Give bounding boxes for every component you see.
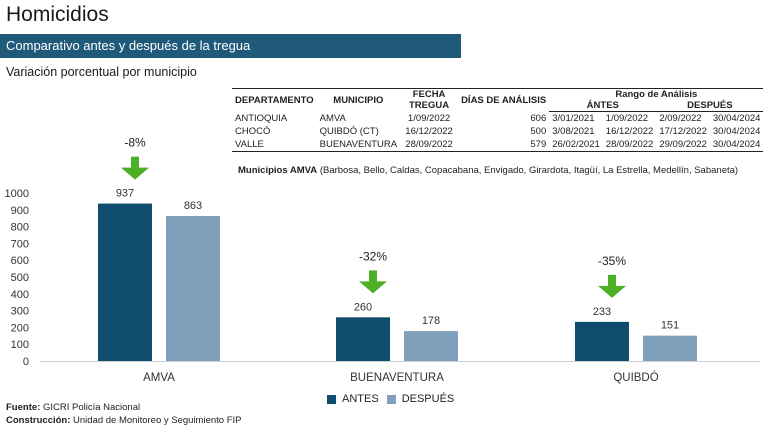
percent-change-label: -35% bbox=[598, 254, 626, 268]
amva-note: Municipios AMVA (Barbosa, Bello, Caldas,… bbox=[238, 165, 738, 176]
legend-swatch-antes bbox=[327, 394, 336, 404]
data-label: 937 bbox=[116, 188, 134, 200]
data-label: 151 bbox=[661, 320, 679, 332]
x-tick-label: QUIBDÓ bbox=[613, 371, 658, 384]
cell-municipio: BUENAVENTURA bbox=[316, 138, 401, 152]
y-tick-label: 0 bbox=[23, 356, 29, 368]
y-tick-label: 100 bbox=[11, 339, 29, 351]
cell-dias: 579 bbox=[458, 138, 550, 152]
cell-antes-fin: 16/12/2022 bbox=[605, 126, 654, 137]
bar-antes bbox=[336, 317, 390, 361]
cell-departamento: ANTIOQUIA bbox=[235, 112, 288, 124]
amva-note-label: Municipios AMVA bbox=[238, 165, 318, 176]
table-row: VALLE BUENAVENTURA 28/09/2022 579 26/02/… bbox=[232, 138, 764, 152]
cell-municipio: QUIBDÓ (CT) bbox=[319, 126, 379, 137]
footer-construction-label: Construcción: bbox=[6, 415, 71, 426]
cell-departamento: VALLE bbox=[232, 138, 317, 152]
header-antes: ÁNTES bbox=[549, 100, 657, 112]
footer-construction: Construcción: Unidad de Monitoreo y Segu… bbox=[6, 415, 242, 426]
bar-antes bbox=[98, 203, 152, 361]
header-rango: Rango de Análisis bbox=[549, 88, 764, 100]
section-banner: Comparativo antes y después de la tregua bbox=[0, 34, 461, 58]
header-dias: DÍAS DE ANÁLISIS bbox=[458, 88, 550, 112]
data-label: 863 bbox=[184, 200, 202, 212]
percent-change-label: -8% bbox=[124, 136, 146, 150]
cell-fecha: 28/09/2022 bbox=[400, 138, 459, 152]
cell-antes-inicio: 3/08/2021 bbox=[552, 126, 595, 137]
y-tick-label: 500 bbox=[11, 272, 29, 284]
cell-antes-fin: 1/09/2022 bbox=[605, 113, 649, 124]
bar-despues bbox=[404, 331, 458, 361]
y-tick-label: 300 bbox=[11, 306, 29, 318]
x-tick-label: AMVA bbox=[143, 372, 175, 384]
table-row: ANTIOQUIA AMVA 1/09/2022 606 3/01/2021 1… bbox=[232, 112, 763, 126]
footer-source-value: GICRI Policía Nacional bbox=[42, 402, 141, 413]
cell-antes-inicio: 3/01/2021 bbox=[552, 113, 595, 124]
cell-antes-inicio: 26/02/2021 bbox=[549, 138, 603, 152]
x-tick-label: BUENAVENTURA bbox=[350, 372, 444, 384]
y-tick-label: 700 bbox=[11, 238, 29, 250]
cell-departamento: CHOCÓ bbox=[235, 126, 271, 137]
y-tick-label: 1000 bbox=[5, 188, 29, 200]
cell-despues-fin: 30/04/2024 bbox=[712, 126, 761, 137]
cell-fecha: 1/09/2022 bbox=[407, 112, 451, 124]
header-departamento: DEPARTAMENTO bbox=[232, 88, 317, 112]
header-despues: DESPUÉS bbox=[656, 100, 764, 112]
table-row: CHOCÓ QUIBDÓ (CT) 16/12/2022 500 3/08/20… bbox=[232, 125, 763, 138]
data-label: 178 bbox=[422, 315, 440, 327]
cell-despues-inicio: 29/09/2022 bbox=[656, 138, 710, 152]
chart-subtitle: Variación porcentual por municipio bbox=[6, 65, 197, 79]
legend-swatch-despues bbox=[386, 394, 396, 404]
cell-despues-fin: 30/04/2024 bbox=[712, 113, 761, 124]
analysis-table: DEPARTAMENTO MUNICIPIO FECHA TREGUA DÍAS… bbox=[232, 88, 764, 152]
amva-note-list: (Barbosa, Bello, Caldas, Copacabana, Env… bbox=[319, 165, 739, 176]
y-tick-label: 600 bbox=[11, 255, 29, 267]
footer-construction-value: Unidad de Monitoreo y Seguimiento FIP bbox=[73, 415, 242, 426]
bar-despues bbox=[643, 335, 697, 361]
data-label: 233 bbox=[593, 306, 611, 318]
chart-legend: ANTES DESPUÉS bbox=[327, 393, 454, 405]
data-label: 260 bbox=[354, 301, 372, 313]
cell-fecha: 16/12/2022 bbox=[405, 126, 453, 137]
cell-antes-fin: 28/09/2022 bbox=[602, 138, 657, 152]
cell-dias: 500 bbox=[530, 126, 547, 137]
cell-municipio: AMVA bbox=[319, 112, 346, 124]
cell-despues-inicio: 17/12/2022 bbox=[659, 126, 707, 137]
y-tick-label: 900 bbox=[11, 205, 29, 217]
header-municipio: MUNICIPIO bbox=[316, 88, 401, 112]
y-tick-label: 200 bbox=[11, 322, 29, 334]
cell-despues-fin: 30/04/2024 bbox=[709, 138, 764, 152]
footer-source-label: Fuente: bbox=[6, 402, 41, 413]
down-arrow-icon bbox=[359, 270, 387, 294]
page-title: Homicidios bbox=[6, 3, 109, 26]
legend-label-despues: DESPUÉS bbox=[401, 393, 455, 405]
footer-source: Fuente: GICRI Policía Nacional bbox=[6, 402, 140, 413]
legend-label-antes: ANTES bbox=[342, 393, 379, 405]
header-fecha-tregua: FECHA TREGUA bbox=[400, 88, 459, 112]
down-arrow-icon bbox=[121, 156, 149, 180]
y-tick-label: 400 bbox=[11, 289, 29, 301]
bar-despues bbox=[166, 216, 220, 361]
cell-despues-inicio: 2/09/2022 bbox=[659, 113, 702, 124]
bar-antes bbox=[575, 321, 629, 361]
cell-dias: 606 bbox=[530, 112, 547, 124]
y-tick-label: 800 bbox=[11, 222, 29, 234]
down-arrow-icon bbox=[598, 274, 626, 298]
percent-change-label: -32% bbox=[359, 249, 387, 263]
